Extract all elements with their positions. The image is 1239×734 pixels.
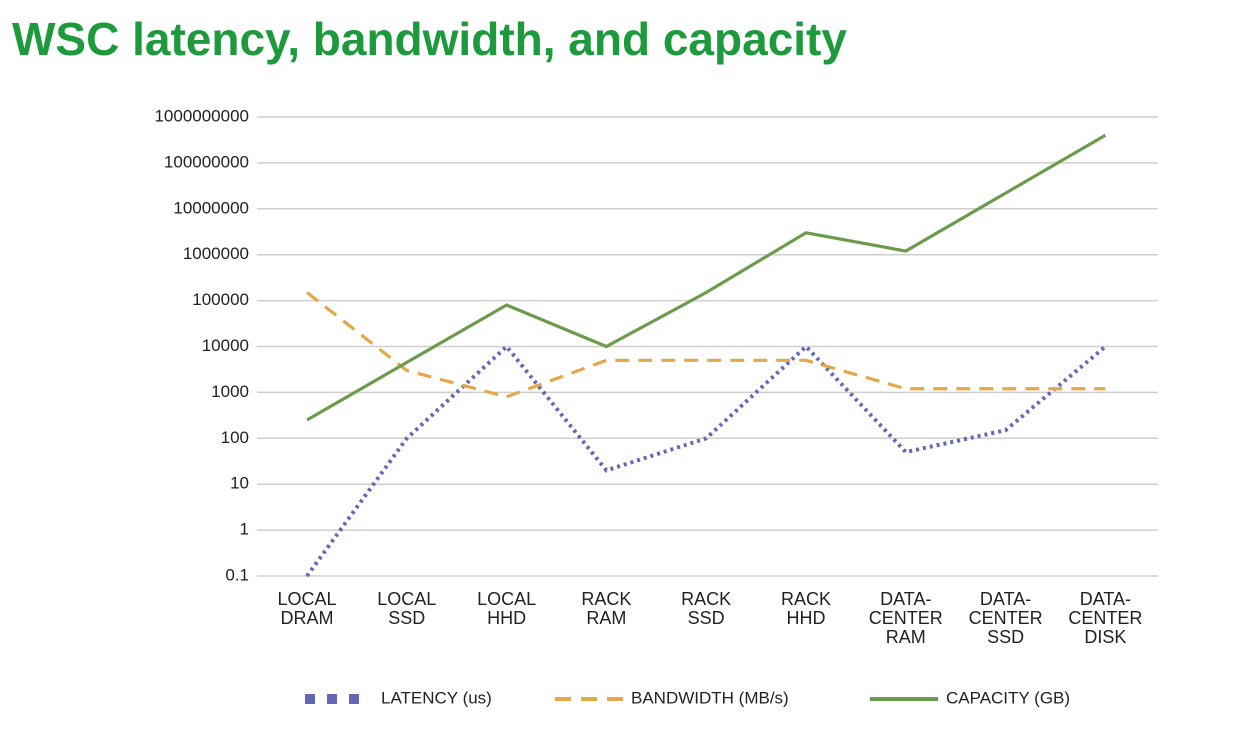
y-tick-label: 10 [230,474,249,493]
x-tick-label: DATA-CENTER RAM [868,589,943,647]
x-tick-label: RACK SSD [681,589,732,628]
y-tick-label: 1000000 [183,244,249,263]
x-tick-label: RACK RAM [581,589,632,628]
series-line [306,291,1106,399]
x-tick-label: DATA-CENTER SSD [968,589,1043,647]
legend-label: CAPACITY (GB) [946,688,1070,707]
x-tick-label: LOCAL DRAM [277,589,337,628]
legend-label: BANDWIDTH (MB/s) [631,688,789,707]
series-line [305,343,1107,578]
y-tick-label: 100 [221,428,249,447]
legend-swatch [327,694,337,704]
x-tick-label: LOCAL SSD [377,589,437,628]
y-tick-label: 10000 [202,336,249,355]
chart-title: WSC latency, bandwidth, and capacity [12,13,847,65]
y-tick-label: 1000000000 [154,106,249,125]
x-tick-label: LOCAL HHD [477,589,537,628]
y-tick-label: 100000000 [164,152,249,171]
x-tick-label: RACK HHD [780,589,831,628]
legend-swatch [349,694,359,704]
series-line [306,133,1107,422]
y-tick-label: 0.1 [225,565,249,584]
y-tick-label: 1000 [211,382,249,401]
legend-swatch [305,694,315,704]
y-tick-label: 100000 [192,290,249,309]
x-tick-label: DATA-CENTER DISK [1068,589,1143,647]
legend-label: LATENCY (us) [381,688,492,707]
y-tick-label: 10000000 [173,198,249,217]
y-tick-label: 1 [240,520,249,539]
